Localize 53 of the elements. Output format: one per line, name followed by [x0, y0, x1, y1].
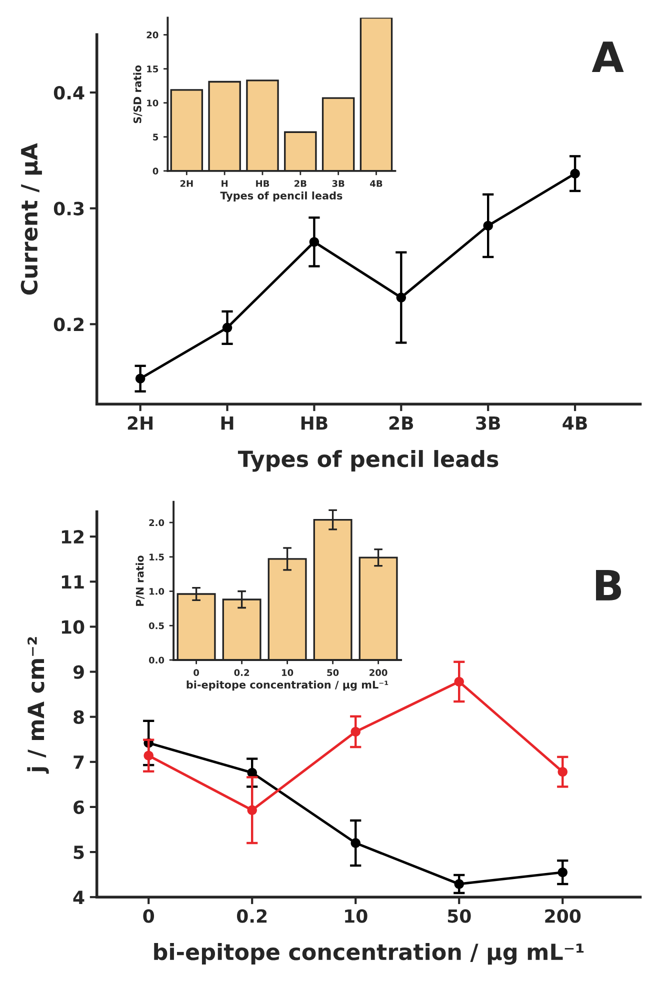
x-tick-label: 4B: [370, 180, 382, 187]
x-axis-title: bi-epitope concentration / μg mL⁻¹: [186, 680, 388, 691]
y-tick-label: 7: [74, 756, 84, 769]
annotation: A: [592, 42, 624, 72]
x-tick-label: 2H: [128, 416, 153, 430]
x-tick-label: 0.2: [236, 909, 267, 923]
y-tick-label: 5: [74, 846, 84, 860]
x-tick-label: H: [221, 416, 234, 430]
y-tick-label: 0.5: [148, 622, 164, 630]
x-tick-label: 2H: [180, 180, 193, 187]
x-tick-label: 3B: [476, 416, 500, 430]
x-tick-label: 200: [545, 909, 581, 923]
x-tick-label: HB: [256, 180, 270, 187]
y-tick-label: 0: [152, 168, 158, 174]
y-axis-title: j / mA cm⁻²: [27, 637, 49, 774]
y-tick-label: 2.0: [149, 519, 164, 526]
y-tick-label: 10: [62, 620, 84, 634]
x-tick-label: 10: [282, 669, 294, 676]
y-tick-label: 0.0: [148, 656, 164, 664]
x-tick-label: 3B: [332, 180, 344, 187]
y-tick-label: 11: [62, 575, 84, 588]
x-tick-label: HB: [301, 416, 328, 430]
y-tick-label: 8: [74, 710, 84, 724]
y-tick-label: 12: [62, 530, 84, 544]
x-tick-label: 0.2: [234, 669, 250, 676]
y-tick-label: 9: [73, 665, 84, 679]
y-tick-label: 0.3: [54, 202, 84, 216]
x-tick-label: 50: [327, 669, 339, 676]
y-axis-title: Current / μA: [20, 143, 42, 295]
y-tick-label: 10: [147, 100, 158, 106]
x-axis-title: Types of pencil leads: [238, 450, 498, 472]
x-tick-label: H: [222, 180, 228, 187]
y-axis-title: P/N ratio: [136, 556, 145, 606]
y-tick-label: 1.0: [150, 588, 164, 595]
y-tick-label: 5: [153, 134, 158, 140]
y-tick-label: 1.5: [150, 554, 164, 560]
y-tick-label: 4: [73, 890, 84, 904]
y-tick-label: 20: [146, 32, 158, 38]
x-tick-label: 2B: [389, 416, 414, 430]
y-tick-label: 0.4: [54, 86, 84, 100]
y-tick-label: 6: [74, 800, 84, 814]
x-tick-label: 200: [370, 669, 388, 676]
x-axis-title: Types of pencil leads: [220, 191, 342, 202]
x-tick-label: 50: [448, 909, 471, 923]
y-axis-title: S/SD ratio: [133, 65, 142, 124]
annotation: B: [596, 570, 622, 600]
x-tick-label: 4B: [562, 416, 587, 430]
x-axis-title: bi-epitope concentration / μg mL⁻¹: [154, 943, 584, 965]
x-tick-label: 0: [194, 669, 200, 676]
x-tick-label: 2B: [294, 180, 306, 187]
y-tick-label: 15: [147, 66, 158, 72]
y-tick-label: 0.2: [54, 318, 84, 332]
x-tick-label: 10: [345, 909, 368, 923]
